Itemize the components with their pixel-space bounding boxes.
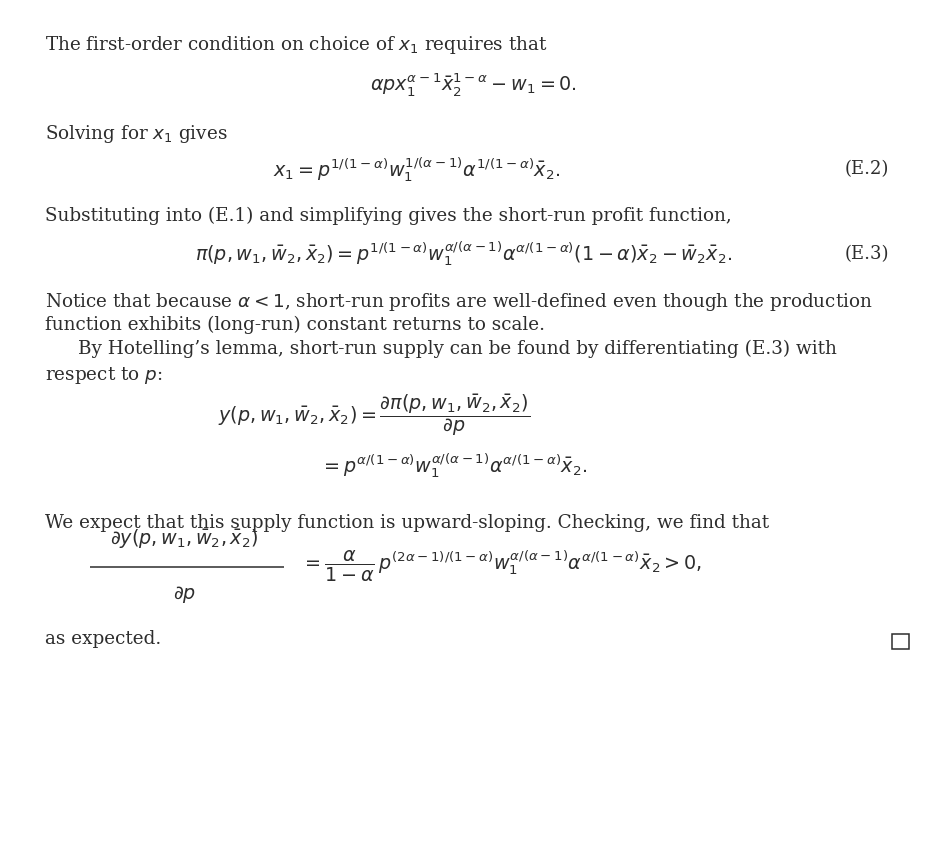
Text: By Hotelling’s lemma, short-run supply can be found by differentiating (E.3) wit: By Hotelling’s lemma, short-run supply c… bbox=[78, 340, 836, 359]
Text: $\partial p$: $\partial p$ bbox=[173, 585, 196, 605]
Text: Solving for $x_1$ gives: Solving for $x_1$ gives bbox=[45, 123, 228, 145]
Text: (E.3): (E.3) bbox=[845, 244, 889, 263]
Text: We expect that this supply function is upward-sloping. Checking, we find that: We expect that this supply function is u… bbox=[45, 514, 769, 531]
Text: Notice that because $\alpha < 1$, short-run profits are well-defined even though: Notice that because $\alpha < 1$, short-… bbox=[45, 291, 873, 313]
Text: (E.2): (E.2) bbox=[845, 160, 889, 179]
Text: $= p^{\alpha/(1-\alpha)}w_1^{\alpha/(\alpha-1)}\alpha^{\alpha/(1-\alpha)}\bar{x}: $= p^{\alpha/(1-\alpha)}w_1^{\alpha/(\al… bbox=[321, 451, 587, 480]
Text: $\pi(p, w_1, \bar{w}_2, \bar{x}_2) = p^{1/(1-\alpha)}w_1^{\alpha/(\alpha-1)}\alp: $\pi(p, w_1, \bar{w}_2, \bar{x}_2) = p^{… bbox=[195, 239, 732, 268]
Text: $\alpha p x_1^{\alpha-1}\bar{x}_2^{1-\alpha} - w_1 = 0.$: $\alpha p x_1^{\alpha-1}\bar{x}_2^{1-\al… bbox=[370, 71, 576, 98]
Bar bbox=[892, 634, 909, 649]
Text: The first-order condition on choice of $x_1$ requires that: The first-order condition on choice of $… bbox=[45, 34, 548, 56]
Text: as expected.: as expected. bbox=[45, 630, 162, 648]
Text: function exhibits (long-run) constant returns to scale.: function exhibits (long-run) constant re… bbox=[45, 316, 546, 334]
Text: $y(p, w_1, \bar{w}_2, \bar{x}_2) = \dfrac{\partial\pi(p, w_1, \bar{w}_2, \bar{x}: $y(p, w_1, \bar{w}_2, \bar{x}_2) = \dfra… bbox=[218, 392, 530, 437]
Text: Substituting into (E.1) and simplifying gives the short-run profit function,: Substituting into (E.1) and simplifying … bbox=[45, 206, 732, 225]
Text: $\partial y(p, w_1, \bar{w}_2, \bar{x}_2)$: $\partial y(p, w_1, \bar{w}_2, \bar{x}_2… bbox=[111, 527, 258, 551]
Text: respect to $p$:: respect to $p$: bbox=[45, 365, 163, 386]
Text: $= \dfrac{\alpha}{1-\alpha}\,p^{(2\alpha-1)/(1-\alpha)}w_1^{\alpha/(\alpha-1)}\a: $= \dfrac{\alpha}{1-\alpha}\,p^{(2\alpha… bbox=[301, 549, 702, 585]
Text: $x_1 = p^{1/(1-\alpha)}w_1^{1/(\alpha-1)}\alpha^{1/(1-\alpha)}\bar{x}_2.$: $x_1 = p^{1/(1-\alpha)}w_1^{1/(\alpha-1)… bbox=[272, 155, 560, 184]
